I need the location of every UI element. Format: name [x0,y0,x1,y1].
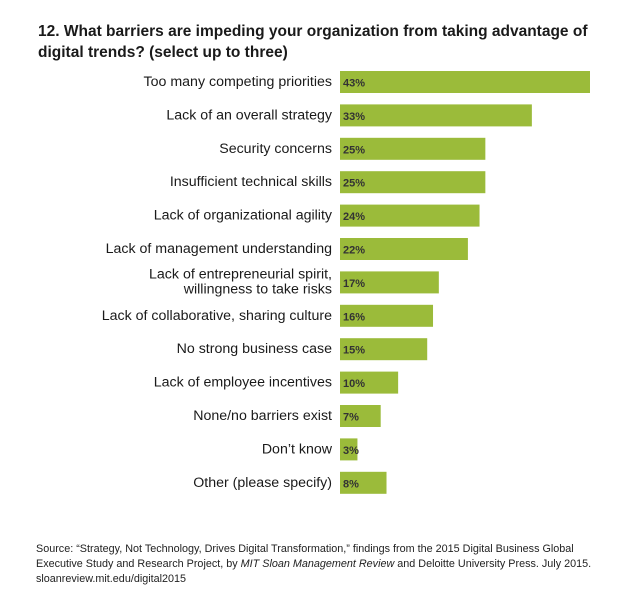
category-label: Lack of entrepreneurial spirit, willingne… [149,266,332,297]
category-label: Lack of employee incentives [154,375,332,391]
bar [340,271,439,294]
value-label: 24% [343,211,365,223]
value-label: 17% [343,278,365,290]
bar [340,238,468,260]
chart-title: 12. What barriers are impeding your orga… [38,23,588,61]
source-publication: MIT Sloan Management Review [240,558,395,570]
source-suffix: and Deloitte University Press. July 2015… [36,558,592,585]
value-label: 25% [343,144,365,156]
bar [340,371,399,394]
value-label: 16% [343,311,365,323]
category-label: Don’t know [262,441,333,457]
category-label: Lack of an overall strategy [166,107,333,123]
value-label: 10% [343,378,365,390]
bar [340,171,486,194]
bar [340,71,590,93]
category-label: Lack of management understanding [106,241,332,257]
value-label: 8% [343,478,359,490]
value-label: 25% [343,178,365,190]
source-prefix: Source: “Strategy, Not Technology, Drive… [36,543,574,570]
bar [340,204,480,227]
category-label: No strong business case [177,341,332,357]
bar [340,304,434,327]
bar [340,137,486,160]
value-label: 43% [343,78,365,90]
category-label: Lack of organizational agility [154,208,333,224]
category-label: Other (please specify) [193,475,332,491]
bar [340,471,387,494]
bar [340,104,532,127]
category-label: Insufficient technical skills [170,174,332,190]
bar [340,338,428,361]
category-label: Too many competing priorities [144,74,332,90]
category-label: Security concerns [219,141,332,157]
bar-chart: 43% Too many competing priorities 33% Lack … [102,71,590,494]
value-label: 33% [343,111,365,123]
value-label: 22% [343,245,365,257]
bar [340,438,358,461]
category-label: None/no barriers exist [193,408,332,424]
bar [340,405,381,427]
value-label: 3% [343,445,359,457]
category-label: Lack of collaborative, sharing culture [102,308,332,324]
value-label: 7% [343,412,359,424]
source-note: Source: “Strategy, Not Technology, Drive… [36,542,596,587]
value-label: 15% [343,345,365,357]
